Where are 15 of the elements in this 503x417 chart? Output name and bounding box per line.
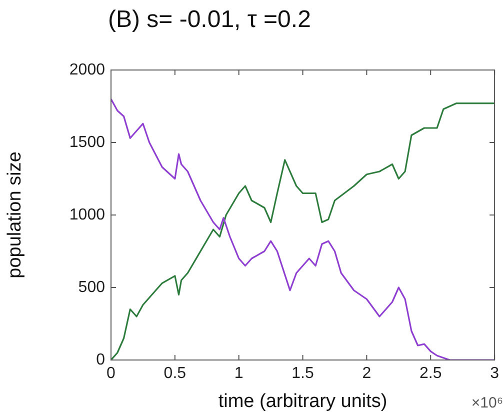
x-tick-label: 0.5 — [164, 365, 186, 382]
y-tick-label: 2000 — [69, 61, 106, 78]
x-tick-label: 3 — [490, 365, 500, 382]
x-tick-label: 2 — [362, 365, 372, 382]
y-tick-label: 0 — [96, 351, 106, 368]
x-tick-label: 1.5 — [292, 365, 314, 382]
text: ×10⁶ — [471, 394, 503, 412]
chart-title: (B) s= -0.01, τ =0.2 — [108, 6, 311, 34]
x-tick-label: 1 — [234, 365, 244, 382]
y-axis-title: population size — [4, 152, 26, 278]
x-axis-title: time (arbitrary units) — [218, 390, 388, 412]
y-tick-label: 1000 — [69, 206, 106, 224]
x-tick-label: 2.5 — [420, 365, 442, 382]
y-tick-label: 500 — [78, 278, 106, 296]
y-tick-label: 1500 — [69, 134, 106, 151]
